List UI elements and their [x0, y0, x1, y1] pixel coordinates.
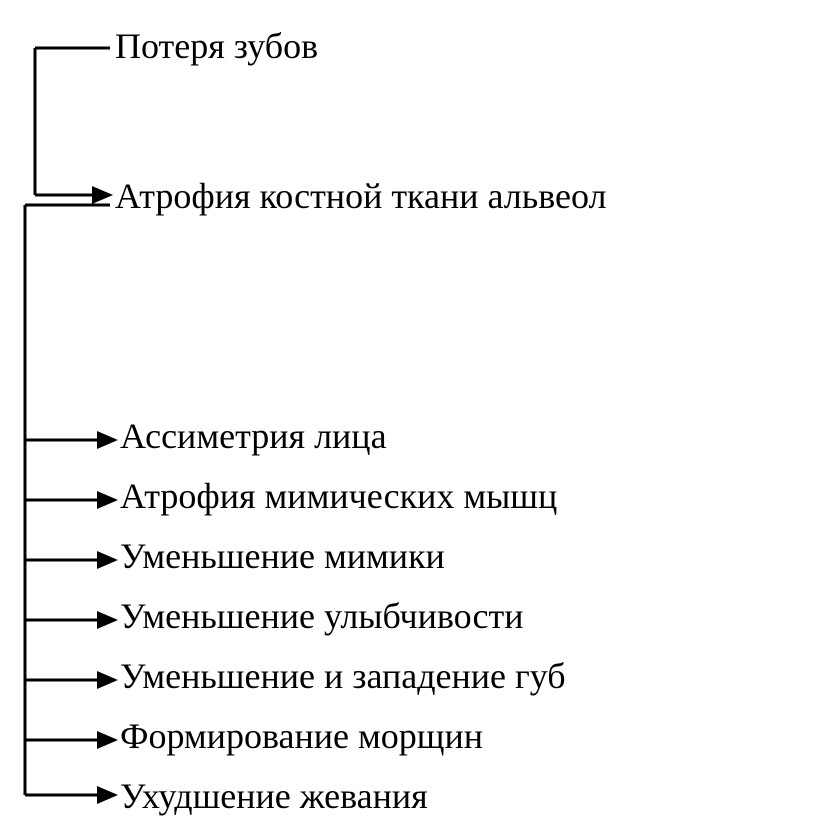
node-c3: Уменьшение мимики — [120, 535, 445, 577]
node-c7: Ухудшение жевания — [120, 775, 428, 817]
node-c5: Уменьшение и западение губ — [120, 655, 566, 697]
node-c2: Атрофия мимических мышц — [120, 475, 557, 517]
tree-diagram: Потеря зубов Атрофия костной ткани альвео… — [0, 0, 830, 830]
node-c4: Уменьшение улыбчивости — [120, 595, 524, 637]
node-root: Потеря зубов — [115, 25, 318, 67]
node-c1: Ассиметрия лица — [120, 415, 387, 457]
node-atrophy: Атрофия костной ткани альвеол — [115, 175, 606, 217]
node-c6: Формирование морщин — [120, 715, 483, 757]
